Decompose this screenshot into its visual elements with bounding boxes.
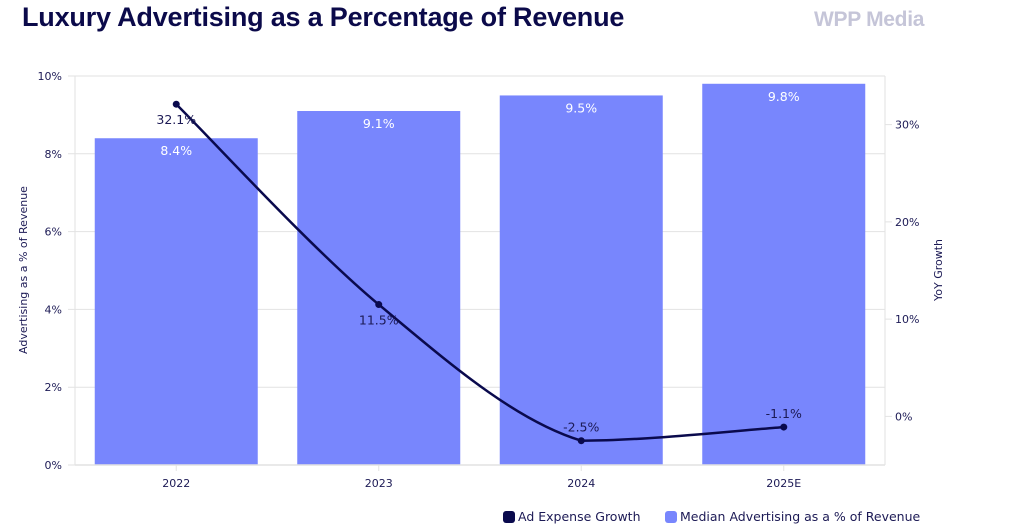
y2-tick-label: 10% — [895, 313, 919, 326]
y-tick-label: 8% — [45, 148, 62, 161]
chart-title: Luxury Advertising as a Percentage of Re… — [22, 2, 625, 32]
y2-axis-title: YoY Growth — [932, 239, 945, 302]
line-series: 32.1% 11.5% -2.5% -1.1% — [156, 100, 802, 445]
bar-data-label: 9.1% — [363, 116, 395, 131]
y2-tick-label: 20% — [895, 216, 919, 229]
bar — [499, 95, 663, 465]
x-tick-label: 2024 — [567, 477, 595, 490]
legend-swatch-line — [503, 510, 515, 523]
y-tick-label: 0% — [45, 459, 62, 472]
line-point — [172, 100, 180, 108]
line-data-label: -1.1% — [766, 406, 802, 421]
bar-data-label: 9.5% — [565, 100, 597, 115]
brand-logo: WPP Media — [814, 8, 925, 31]
y-axis-title: Advertising as a % of Revenue — [17, 186, 30, 354]
y-tick-label: 2% — [45, 381, 62, 394]
bars: 8.4% 9.1% 9.5% 9.8% — [94, 83, 866, 466]
line-point — [375, 301, 383, 309]
bar-data-label: 9.8% — [768, 89, 800, 104]
bar-data-label: 8.4% — [160, 143, 192, 158]
axes: 0% 2% 4% 6% 8% 10% 0% 10% 20% 30% 2022 2023 2024 2025… — [38, 70, 920, 490]
bar — [702, 83, 866, 465]
bar — [297, 111, 461, 465]
legend-item-median-advertising: Median Advertising as a % of Revenue — [665, 509, 920, 524]
legend-label: Median Advertising as a % of Revenue — [680, 509, 921, 524]
ad-expense-growth-line — [175, 103, 784, 442]
y-tick-label: 6% — [45, 226, 62, 239]
line-point — [577, 437, 585, 445]
line-data-label: 11.5% — [359, 313, 399, 328]
chart-svg: 8.4% 9.1% 9.5% 9.8% 32.1% 11.5% -2.5% -1.1% 0%… — [17, 70, 945, 490]
y-tick-label: 10% — [38, 70, 62, 83]
line-point — [780, 423, 788, 431]
line-data-label: -2.5% — [563, 420, 599, 435]
y2-tick-label: 0% — [895, 410, 912, 423]
x-tick-label: 2022 — [162, 477, 190, 490]
y-tick-label: 4% — [45, 303, 62, 316]
legend-swatch-bar — [665, 510, 677, 523]
x-tick-label: 2023 — [365, 477, 393, 490]
bar — [94, 138, 258, 466]
line-data-label: 32.1% — [156, 112, 196, 127]
x-tick-label: 2025E — [766, 477, 801, 490]
y2-tick-label: 30% — [895, 119, 919, 132]
legend-label: Ad Expense Growth — [518, 509, 641, 524]
legend-item-ad-expense-growth: Ad Expense Growth — [503, 509, 641, 524]
